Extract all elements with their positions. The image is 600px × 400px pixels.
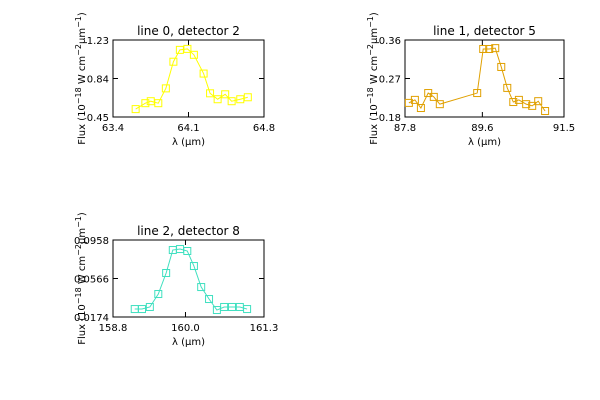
data-marker bbox=[199, 69, 208, 78]
data-marker bbox=[161, 84, 170, 93]
data-marker bbox=[243, 93, 252, 102]
data-marker bbox=[534, 97, 543, 106]
data-marker bbox=[416, 104, 425, 113]
chart-title: line 0, detector 2 bbox=[137, 24, 240, 38]
x-tick-label: 63.4 bbox=[102, 123, 124, 134]
data-marker bbox=[503, 83, 512, 92]
y-axis-label-part: Flux (10 bbox=[369, 104, 380, 145]
data-line bbox=[408, 47, 546, 112]
data-marker bbox=[175, 45, 184, 54]
x-tick-label: 158.8 bbox=[99, 323, 128, 334]
y-axis-label-superscript: −1 bbox=[74, 16, 83, 28]
data-marker bbox=[205, 295, 214, 304]
data-marker bbox=[429, 92, 438, 101]
y-axis-label-part: ) bbox=[77, 12, 88, 16]
y-axis-label-superscript: −1 bbox=[366, 16, 375, 28]
y-tick-label: 0.27 bbox=[379, 75, 401, 86]
plot-frame bbox=[404, 39, 565, 118]
y-axis-label-part: Flux (10 bbox=[77, 104, 88, 145]
data-marker bbox=[189, 262, 198, 271]
x-axis-label: λ (μm) bbox=[468, 137, 501, 148]
x-tick-label: 161.3 bbox=[250, 323, 279, 334]
data-marker bbox=[485, 44, 494, 53]
y-axis-label-superscript: −18 bbox=[74, 287, 83, 304]
data-marker bbox=[243, 305, 252, 314]
data-marker bbox=[131, 105, 140, 114]
y-axis-label-part: Flux (10 bbox=[77, 304, 88, 345]
data-marker bbox=[522, 100, 531, 109]
data-line bbox=[134, 248, 248, 311]
y-axis-label-superscript: −2 bbox=[74, 44, 83, 56]
y-axis-label-superscript: −18 bbox=[74, 87, 83, 104]
data-marker bbox=[221, 90, 230, 99]
data-marker bbox=[473, 89, 482, 98]
y-axis-label-superscript: −18 bbox=[366, 87, 375, 104]
chart-title: line 2, detector 8 bbox=[137, 224, 240, 238]
data-marker bbox=[213, 95, 222, 104]
data-marker bbox=[146, 97, 155, 106]
y-axis-label-part: W cm bbox=[77, 256, 88, 287]
y-axis-label-part: ) bbox=[77, 212, 88, 216]
data-marker bbox=[183, 247, 192, 255]
y-axis-label: Flux (10−18 W cm−2μm−1) bbox=[74, 212, 88, 345]
y-tick-label: 0.0174 bbox=[74, 313, 109, 324]
data-marker bbox=[169, 57, 178, 66]
y-tick-label: 0.0958 bbox=[74, 236, 109, 247]
data-marker bbox=[154, 99, 163, 108]
data-marker bbox=[541, 107, 550, 116]
data-marker bbox=[410, 95, 419, 104]
y-axis-label-superscript: −2 bbox=[74, 244, 83, 256]
y-tick-label: 0.0566 bbox=[74, 275, 109, 286]
data-marker bbox=[141, 99, 150, 108]
data-marker bbox=[189, 50, 198, 59]
y-tick-label: 1.23 bbox=[87, 36, 109, 47]
data-marker bbox=[206, 89, 215, 98]
y-tick-label: 0.45 bbox=[87, 113, 109, 124]
y-axis-label-part: W cm bbox=[77, 56, 88, 87]
y-axis-label: Flux (10−18 W cm−2μm−1) bbox=[366, 12, 380, 145]
x-tick-label: 87.8 bbox=[394, 123, 416, 134]
x-tick-label: 64.8 bbox=[253, 123, 275, 134]
y-axis-label-part: μm bbox=[77, 28, 88, 44]
x-axis-label: λ (μm) bbox=[172, 137, 205, 148]
x-tick-label: 160.0 bbox=[171, 323, 200, 334]
data-marker bbox=[479, 44, 488, 53]
data-marker bbox=[154, 290, 163, 299]
y-axis-label-superscript: −1 bbox=[74, 216, 83, 228]
x-tick-label: 64.1 bbox=[177, 123, 199, 134]
data-marker bbox=[197, 283, 206, 292]
data-marker bbox=[183, 44, 192, 53]
data-marker bbox=[509, 98, 518, 107]
data-marker bbox=[491, 44, 500, 53]
x-axis-label: λ (μm) bbox=[172, 337, 205, 348]
y-axis-label-part: μm bbox=[77, 228, 88, 244]
x-tick-label: 91.5 bbox=[553, 123, 575, 134]
x-tick-label: 89.6 bbox=[471, 123, 493, 134]
y-axis-label-part: ) bbox=[369, 12, 380, 16]
y-tick-label: 0.36 bbox=[379, 36, 401, 47]
data-marker bbox=[227, 97, 236, 106]
data-marker bbox=[137, 305, 146, 314]
data-marker bbox=[435, 100, 444, 109]
data-marker bbox=[404, 98, 413, 107]
y-tick-label: 0.84 bbox=[87, 75, 109, 86]
y-axis-label-part: W cm bbox=[369, 56, 380, 87]
y-axis-label-superscript: −2 bbox=[366, 44, 375, 56]
y-axis-label: Flux (10−18 W cm−2μm−1) bbox=[74, 12, 88, 145]
data-marker bbox=[220, 302, 229, 311]
data-marker bbox=[514, 95, 523, 104]
data-marker bbox=[162, 269, 171, 277]
data-marker bbox=[145, 302, 154, 311]
data-marker bbox=[236, 95, 245, 104]
data-marker bbox=[497, 62, 506, 71]
chart-title: line 1, detector 5 bbox=[433, 24, 536, 38]
data-marker bbox=[227, 302, 236, 311]
y-tick-label: 0.18 bbox=[379, 113, 401, 124]
data-marker bbox=[528, 101, 537, 110]
y-axis-label-part: μm bbox=[369, 28, 380, 44]
